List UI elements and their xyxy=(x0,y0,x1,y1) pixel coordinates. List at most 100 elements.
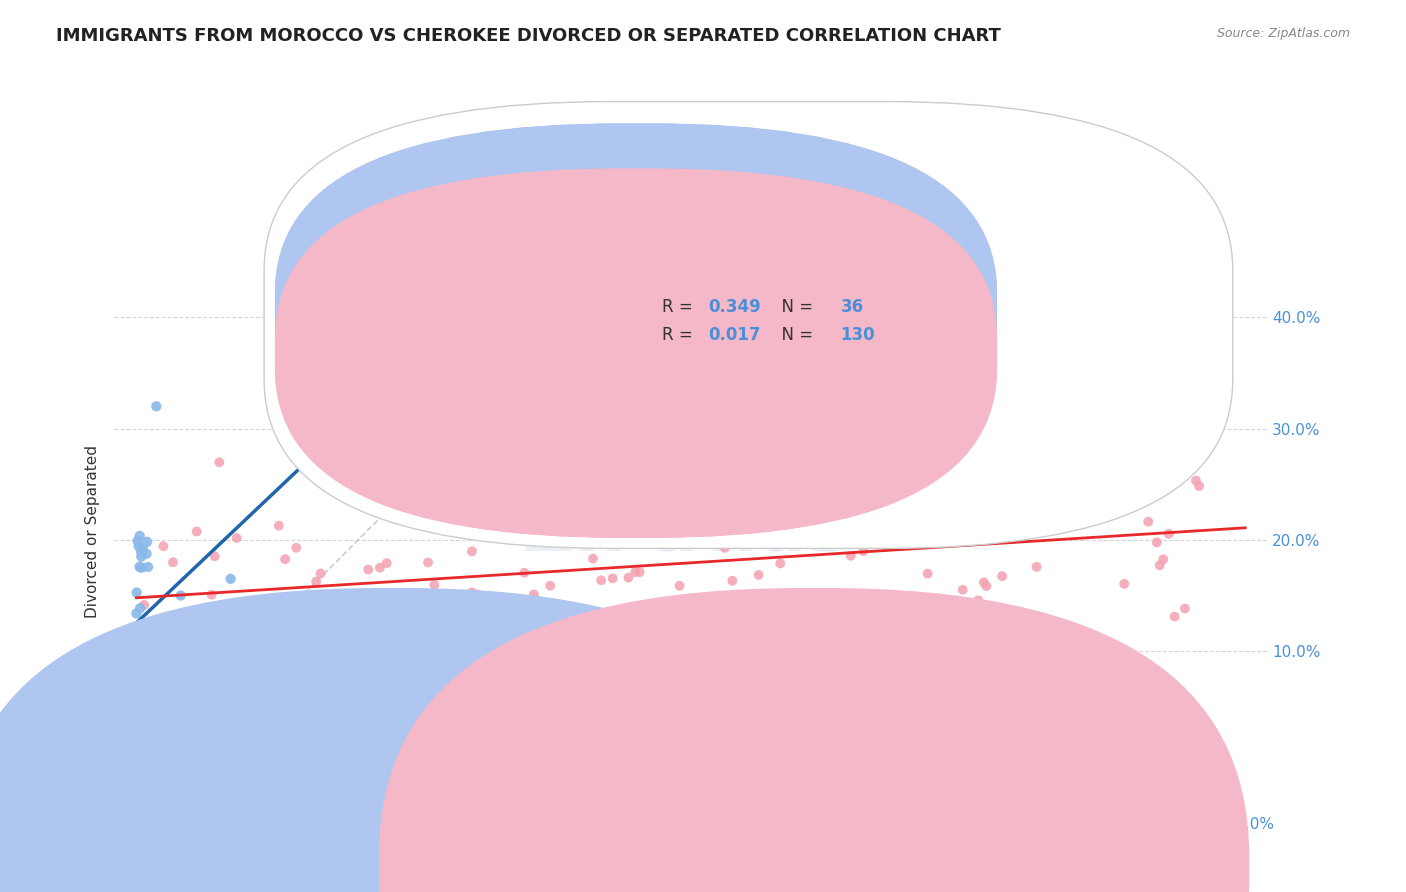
Point xyxy=(704,527,727,541)
Point xyxy=(1036,410,1059,425)
Point xyxy=(368,560,391,574)
Text: 130: 130 xyxy=(841,326,876,343)
Point xyxy=(612,537,634,551)
Point xyxy=(425,607,447,621)
Point xyxy=(451,511,474,525)
Text: R =: R = xyxy=(662,298,697,316)
Point xyxy=(628,565,651,579)
Point xyxy=(859,510,882,524)
Point xyxy=(583,480,606,494)
Point xyxy=(127,699,149,714)
Point xyxy=(713,541,735,555)
Point xyxy=(574,487,596,501)
Point xyxy=(973,575,995,590)
Point xyxy=(305,574,328,589)
Point xyxy=(769,557,792,571)
Point xyxy=(710,377,733,392)
Point xyxy=(695,618,717,632)
Point xyxy=(668,579,690,593)
Text: N =: N = xyxy=(772,326,818,343)
Point xyxy=(129,549,152,564)
Point xyxy=(931,501,953,516)
Point xyxy=(127,650,149,665)
Point xyxy=(127,688,149,702)
Point xyxy=(152,539,174,553)
Point xyxy=(375,556,398,570)
Point xyxy=(170,589,193,603)
Point xyxy=(153,661,176,675)
Point xyxy=(1056,486,1078,500)
Point xyxy=(530,599,553,613)
Point xyxy=(904,500,927,515)
Point xyxy=(1047,487,1070,501)
Point xyxy=(1114,577,1136,591)
Point xyxy=(839,549,862,563)
Text: 36: 36 xyxy=(841,298,863,316)
Point xyxy=(416,556,439,570)
Point xyxy=(381,677,404,691)
Point xyxy=(616,506,638,520)
Point xyxy=(931,530,953,544)
Point xyxy=(125,585,148,599)
Point xyxy=(991,475,1014,490)
Point xyxy=(1025,560,1047,574)
Point xyxy=(436,288,458,302)
Point xyxy=(285,541,308,555)
Point xyxy=(960,624,983,638)
FancyBboxPatch shape xyxy=(264,102,1233,549)
Point xyxy=(204,549,226,564)
Point xyxy=(778,515,800,529)
Point xyxy=(129,647,152,661)
Point xyxy=(509,649,531,664)
Point xyxy=(911,530,934,544)
Point xyxy=(186,524,208,539)
Point xyxy=(131,640,153,655)
Point xyxy=(125,701,148,715)
Point xyxy=(967,593,990,607)
Point xyxy=(127,674,149,689)
Point xyxy=(882,513,904,527)
Point xyxy=(1163,609,1185,624)
Point xyxy=(1137,515,1160,529)
Point xyxy=(135,649,157,664)
Point xyxy=(197,612,219,626)
Point xyxy=(896,481,918,495)
Point xyxy=(628,530,651,544)
Point xyxy=(669,628,692,642)
Point xyxy=(643,635,665,649)
Point xyxy=(132,629,155,643)
Point xyxy=(748,568,770,582)
Point xyxy=(644,523,666,537)
Point xyxy=(1090,662,1112,676)
Point xyxy=(523,588,546,602)
Point xyxy=(576,484,599,499)
Point xyxy=(439,517,461,532)
Point xyxy=(602,571,624,585)
Point xyxy=(1146,535,1168,549)
Point xyxy=(976,579,998,593)
Point xyxy=(527,665,550,679)
Point xyxy=(624,565,647,579)
Point xyxy=(129,678,152,692)
Text: Source: ZipAtlas.com: Source: ZipAtlas.com xyxy=(1216,27,1350,40)
Text: 0.349: 0.349 xyxy=(709,298,761,316)
Point xyxy=(695,595,717,609)
Point xyxy=(426,645,449,659)
Point xyxy=(786,444,808,458)
Point xyxy=(633,635,655,649)
Point xyxy=(513,566,536,580)
Point xyxy=(375,595,398,609)
Point xyxy=(197,666,219,681)
Point xyxy=(270,421,292,435)
Text: Cherokee: Cherokee xyxy=(877,859,950,874)
Point xyxy=(225,531,247,545)
Point xyxy=(136,534,159,549)
Point xyxy=(952,582,974,597)
Point xyxy=(125,671,148,685)
Point xyxy=(347,677,370,691)
Text: Immigrants from Morocco: Immigrants from Morocco xyxy=(394,859,591,874)
Point xyxy=(907,689,929,703)
Point xyxy=(461,585,484,599)
Point xyxy=(582,551,605,566)
Point xyxy=(134,646,156,660)
